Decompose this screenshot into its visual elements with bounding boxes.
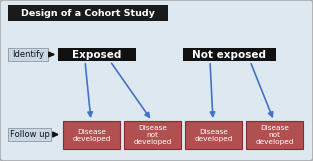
- FancyBboxPatch shape: [63, 121, 120, 149]
- FancyBboxPatch shape: [58, 48, 136, 61]
- FancyBboxPatch shape: [8, 128, 51, 141]
- Text: Exposed: Exposed: [72, 49, 122, 60]
- Text: Identify: Identify: [12, 50, 44, 59]
- Text: Follow up: Follow up: [10, 130, 49, 139]
- FancyBboxPatch shape: [124, 121, 181, 149]
- Text: Disease
developed: Disease developed: [72, 128, 111, 142]
- FancyBboxPatch shape: [8, 48, 48, 61]
- Text: Design of a Cohort Study: Design of a Cohort Study: [21, 9, 155, 18]
- Text: Disease
not
developed: Disease not developed: [255, 125, 294, 145]
- Text: Disease
not
developed: Disease not developed: [133, 125, 172, 145]
- FancyBboxPatch shape: [185, 121, 242, 149]
- FancyBboxPatch shape: [183, 48, 276, 61]
- FancyBboxPatch shape: [246, 121, 303, 149]
- FancyBboxPatch shape: [8, 5, 168, 21]
- Text: Disease
developed: Disease developed: [194, 128, 233, 142]
- Text: Not exposed: Not exposed: [192, 49, 266, 60]
